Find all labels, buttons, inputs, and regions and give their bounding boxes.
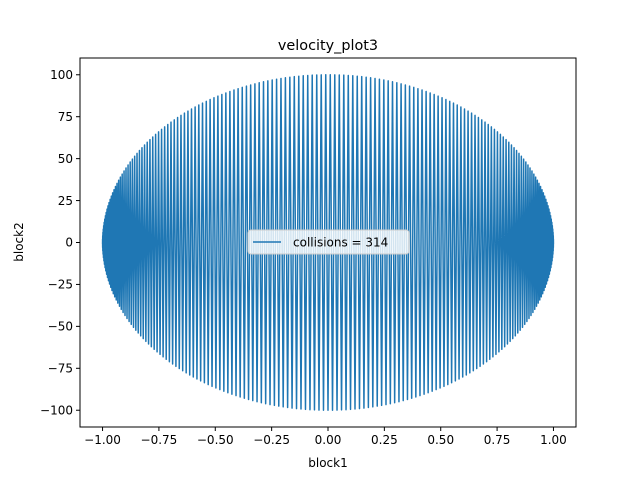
x-tick-label: 0.25	[371, 433, 398, 447]
y-tick-label: 100	[50, 68, 73, 82]
y-tick-label: 0	[65, 236, 73, 250]
x-tick-label: −0.50	[197, 433, 234, 447]
legend-frame	[247, 229, 410, 255]
chart-title: velocity_plot3	[278, 38, 378, 54]
y-tick-label: 50	[58, 152, 73, 166]
x-tick-label: −0.25	[253, 433, 290, 447]
y-tick-label: −25	[48, 278, 73, 292]
y-tick-label: −50	[48, 320, 73, 334]
y-axis-label: block2	[12, 222, 26, 261]
y-tick-label: −100	[40, 403, 73, 417]
y-tick-label: 25	[58, 194, 73, 208]
x-tick-label: −1.00	[84, 433, 121, 447]
legend-label: collisions = 314	[293, 236, 388, 250]
x-tick-label: 0.00	[315, 433, 342, 447]
x-tick-label: 1.00	[540, 433, 567, 447]
legend: collisions = 314	[247, 229, 410, 255]
y-axis-ticks: −100 −75 −50 −25 0 25 50 75 100	[40, 68, 80, 417]
x-tick-label: −0.75	[141, 433, 178, 447]
series-line	[101, 74, 555, 411]
y-tick-label: 75	[58, 110, 73, 124]
x-tick-label: 0.50	[427, 433, 454, 447]
x-axis-label: block1	[308, 456, 347, 470]
series-group	[101, 74, 555, 411]
x-tick-label: 0.75	[484, 433, 511, 447]
x-axis-ticks: −1.00 −0.75 −0.50 −0.25 0.00 0.25 0.50 0.75 1.00	[84, 427, 567, 447]
y-tick-label: −75	[48, 361, 73, 375]
